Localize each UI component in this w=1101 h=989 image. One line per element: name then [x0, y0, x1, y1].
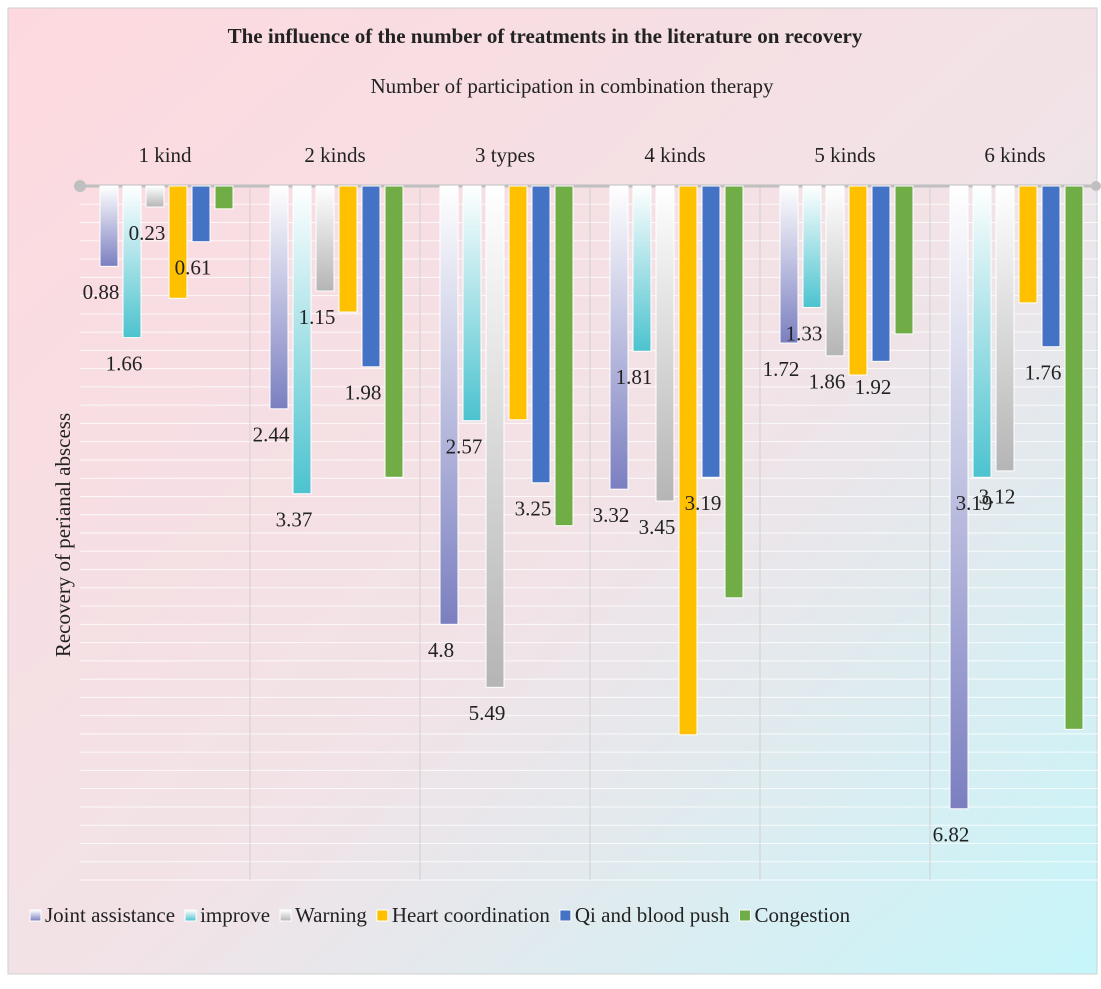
- bar: [609, 185, 629, 490]
- bar: [168, 185, 188, 299]
- data-label: 1.81: [616, 365, 653, 389]
- bar: [338, 185, 358, 313]
- legend-swatch: [279, 909, 292, 922]
- bar: [1064, 185, 1084, 730]
- bar: [701, 185, 721, 478]
- x-tick-label: 3 types: [475, 143, 535, 167]
- bar: [949, 185, 969, 810]
- data-label: 0.61: [175, 256, 212, 280]
- bar: [292, 185, 312, 495]
- x-tick-label: 1 kind: [138, 143, 192, 167]
- chart-background: [7, 7, 1098, 975]
- data-label: 1.72: [763, 357, 800, 381]
- data-label: 4.8: [428, 638, 454, 662]
- data-label: 0.88: [83, 280, 120, 304]
- x-tick-label: 5 kinds: [814, 143, 875, 167]
- axis-end: [1091, 181, 1101, 191]
- data-label: 3.37: [276, 508, 313, 532]
- bar: [724, 185, 744, 599]
- legend-label: Warning: [295, 903, 367, 927]
- bar: [485, 185, 505, 688]
- data-label: 1.86: [809, 370, 846, 394]
- legend-swatch: [559, 909, 572, 922]
- legend-label: Joint assistance: [45, 903, 175, 927]
- data-label: 5.49: [469, 701, 506, 725]
- data-label: 2.57: [446, 434, 483, 458]
- bar: [825, 185, 845, 357]
- data-label: 3.45: [639, 515, 676, 539]
- bar: [269, 185, 289, 410]
- bar: [531, 185, 551, 484]
- bar: [894, 185, 914, 335]
- legend-swatch: [738, 909, 751, 922]
- bar: [462, 185, 482, 422]
- legend-label: Congestion: [754, 903, 850, 927]
- data-label: 1.92: [855, 375, 892, 399]
- x-axis-title: Number of participation in combination t…: [371, 74, 774, 98]
- data-label: 1.15: [299, 305, 336, 329]
- bar: [122, 185, 142, 339]
- legend-label: Qi and blood push: [575, 903, 730, 927]
- bar: [802, 185, 822, 308]
- bar: [1018, 185, 1038, 304]
- data-label: 3.25: [515, 497, 552, 521]
- bar: [848, 185, 868, 376]
- data-label: 2.44: [253, 423, 290, 447]
- bar: [972, 185, 992, 478]
- x-tick-label: 4 kinds: [644, 143, 705, 167]
- bar: [508, 185, 528, 421]
- data-label: 1.33: [786, 321, 823, 345]
- data-label: 1.66: [106, 351, 143, 375]
- data-label: 1.76: [1025, 361, 1062, 385]
- bar: [191, 185, 211, 243]
- bar: [678, 185, 698, 736]
- bar: [384, 185, 404, 478]
- legend-swatch: [376, 909, 389, 922]
- bar: [632, 185, 652, 352]
- data-label: 6.82: [933, 823, 970, 847]
- data-label: 3.19: [956, 491, 993, 515]
- bar: [871, 185, 891, 362]
- data-label: 3.32: [593, 503, 630, 527]
- bar: [99, 185, 119, 267]
- bar: [554, 185, 574, 527]
- x-tick-label: 6 kinds: [984, 143, 1045, 167]
- bar: [315, 185, 335, 292]
- bar: [439, 185, 459, 625]
- legend-swatch: [29, 909, 42, 922]
- chart-title: The influence of the number of treatment…: [228, 24, 863, 48]
- legend-label: improve: [200, 903, 270, 927]
- bar: [779, 185, 799, 344]
- data-label: 3.12: [979, 485, 1016, 509]
- bar: [995, 185, 1015, 472]
- data-label: 1.98: [345, 381, 382, 405]
- bar: [1041, 185, 1061, 348]
- data-label: 0.23: [129, 221, 166, 245]
- legend-label: Heart coordination: [392, 903, 551, 927]
- bar: [214, 185, 234, 210]
- legend-swatch: [184, 909, 197, 922]
- axis-end: [74, 180, 86, 192]
- x-tick-label: 2 kinds: [304, 143, 365, 167]
- bar: [655, 185, 675, 502]
- data-label: 3.19: [685, 491, 722, 515]
- bar: [361, 185, 381, 368]
- bar: [145, 185, 165, 208]
- y-axis-title: Recovery of perianal abscess: [51, 413, 75, 657]
